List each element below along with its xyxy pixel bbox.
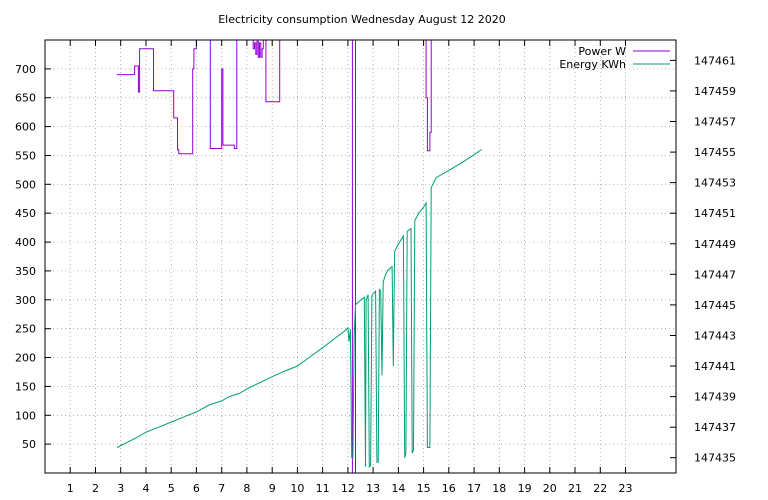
y2-tick-label: 147457 — [694, 116, 736, 129]
y-tick-label: 650 — [15, 92, 36, 105]
y-tick-label: 700 — [15, 63, 36, 76]
x-tick-label: 13 — [366, 482, 380, 495]
x-tick-label: 21 — [568, 482, 582, 495]
y2-tick-label: 147439 — [694, 391, 736, 404]
y-tick-label: 350 — [15, 265, 36, 278]
y-tick-label: 400 — [15, 236, 36, 249]
x-tick-label: 7 — [218, 482, 225, 495]
chart-legend: Power W Energy KWh — [559, 45, 670, 71]
legend-label-energy: Energy KWh — [559, 58, 626, 71]
x-tick-label: 1 — [67, 482, 74, 495]
y2-tick-label: 147455 — [694, 146, 736, 159]
x-tick-label: 23 — [619, 482, 633, 495]
y2-tick-label: 147437 — [694, 421, 736, 434]
y2-tick-label: 147459 — [694, 85, 736, 98]
y2-tick-label: 147447 — [694, 268, 736, 281]
x-tick-label: 8 — [243, 482, 250, 495]
y-tick-label: 500 — [15, 178, 36, 191]
y2-tick-label: 147435 — [694, 452, 736, 465]
series-line-energy — [116, 149, 482, 469]
y-tick-label: 200 — [15, 352, 36, 365]
x-tick-label: 14 — [391, 482, 405, 495]
y2-tick-label: 147451 — [694, 207, 736, 220]
y2-tick-label: 147453 — [694, 177, 736, 190]
y-tick-label: 50 — [22, 438, 36, 451]
y2-tick-label: 147461 — [694, 54, 736, 67]
y-tick-label: 550 — [15, 150, 36, 163]
x-tick-label: 4 — [143, 482, 150, 495]
x-tick-label: 16 — [442, 482, 456, 495]
y-tick-label: 450 — [15, 207, 36, 220]
legend-label-power: Power W — [578, 45, 626, 58]
x-tick-label: 18 — [492, 482, 506, 495]
series-line-power — [116, 40, 432, 473]
y2-tick-label: 147445 — [694, 299, 736, 312]
x-tick-label: 10 — [290, 482, 304, 495]
series-layer — [116, 40, 482, 473]
x-tick-label: 20 — [543, 482, 557, 495]
y2-tick-label: 147441 — [694, 360, 736, 373]
x-tick-label: 12 — [341, 482, 355, 495]
x-tick-label: 6 — [193, 482, 200, 495]
x-tick-label: 22 — [593, 482, 607, 495]
tick-layer: 1 2 3 4 5 6 7 8 9 10 11 12 13 14 15 16 17 18 19 20 21 22 23501… — [15, 40, 736, 495]
y2-tick-label: 147443 — [694, 330, 736, 343]
grid-layer — [45, 40, 676, 473]
y-tick-label: 300 — [15, 294, 36, 307]
x-tick-label: 19 — [518, 482, 532, 495]
y2-tick-label: 147449 — [694, 238, 736, 251]
x-tick-label: 3 — [117, 482, 124, 495]
x-tick-label: 17 — [467, 482, 481, 495]
y-tick-label: 100 — [15, 409, 36, 422]
x-tick-label: 11 — [316, 482, 330, 495]
y-tick-label: 250 — [15, 323, 36, 336]
x-tick-label: 9 — [269, 482, 276, 495]
x-tick-label: 2 — [92, 482, 99, 495]
plot-frame — [44, 39, 677, 474]
y-tick-label: 600 — [15, 121, 36, 134]
x-tick-label: 15 — [417, 482, 431, 495]
x-tick-label: 5 — [168, 482, 175, 495]
y-tick-label: 150 — [15, 380, 36, 393]
chart-title: Electricity consumption Wednesday August… — [218, 13, 506, 26]
